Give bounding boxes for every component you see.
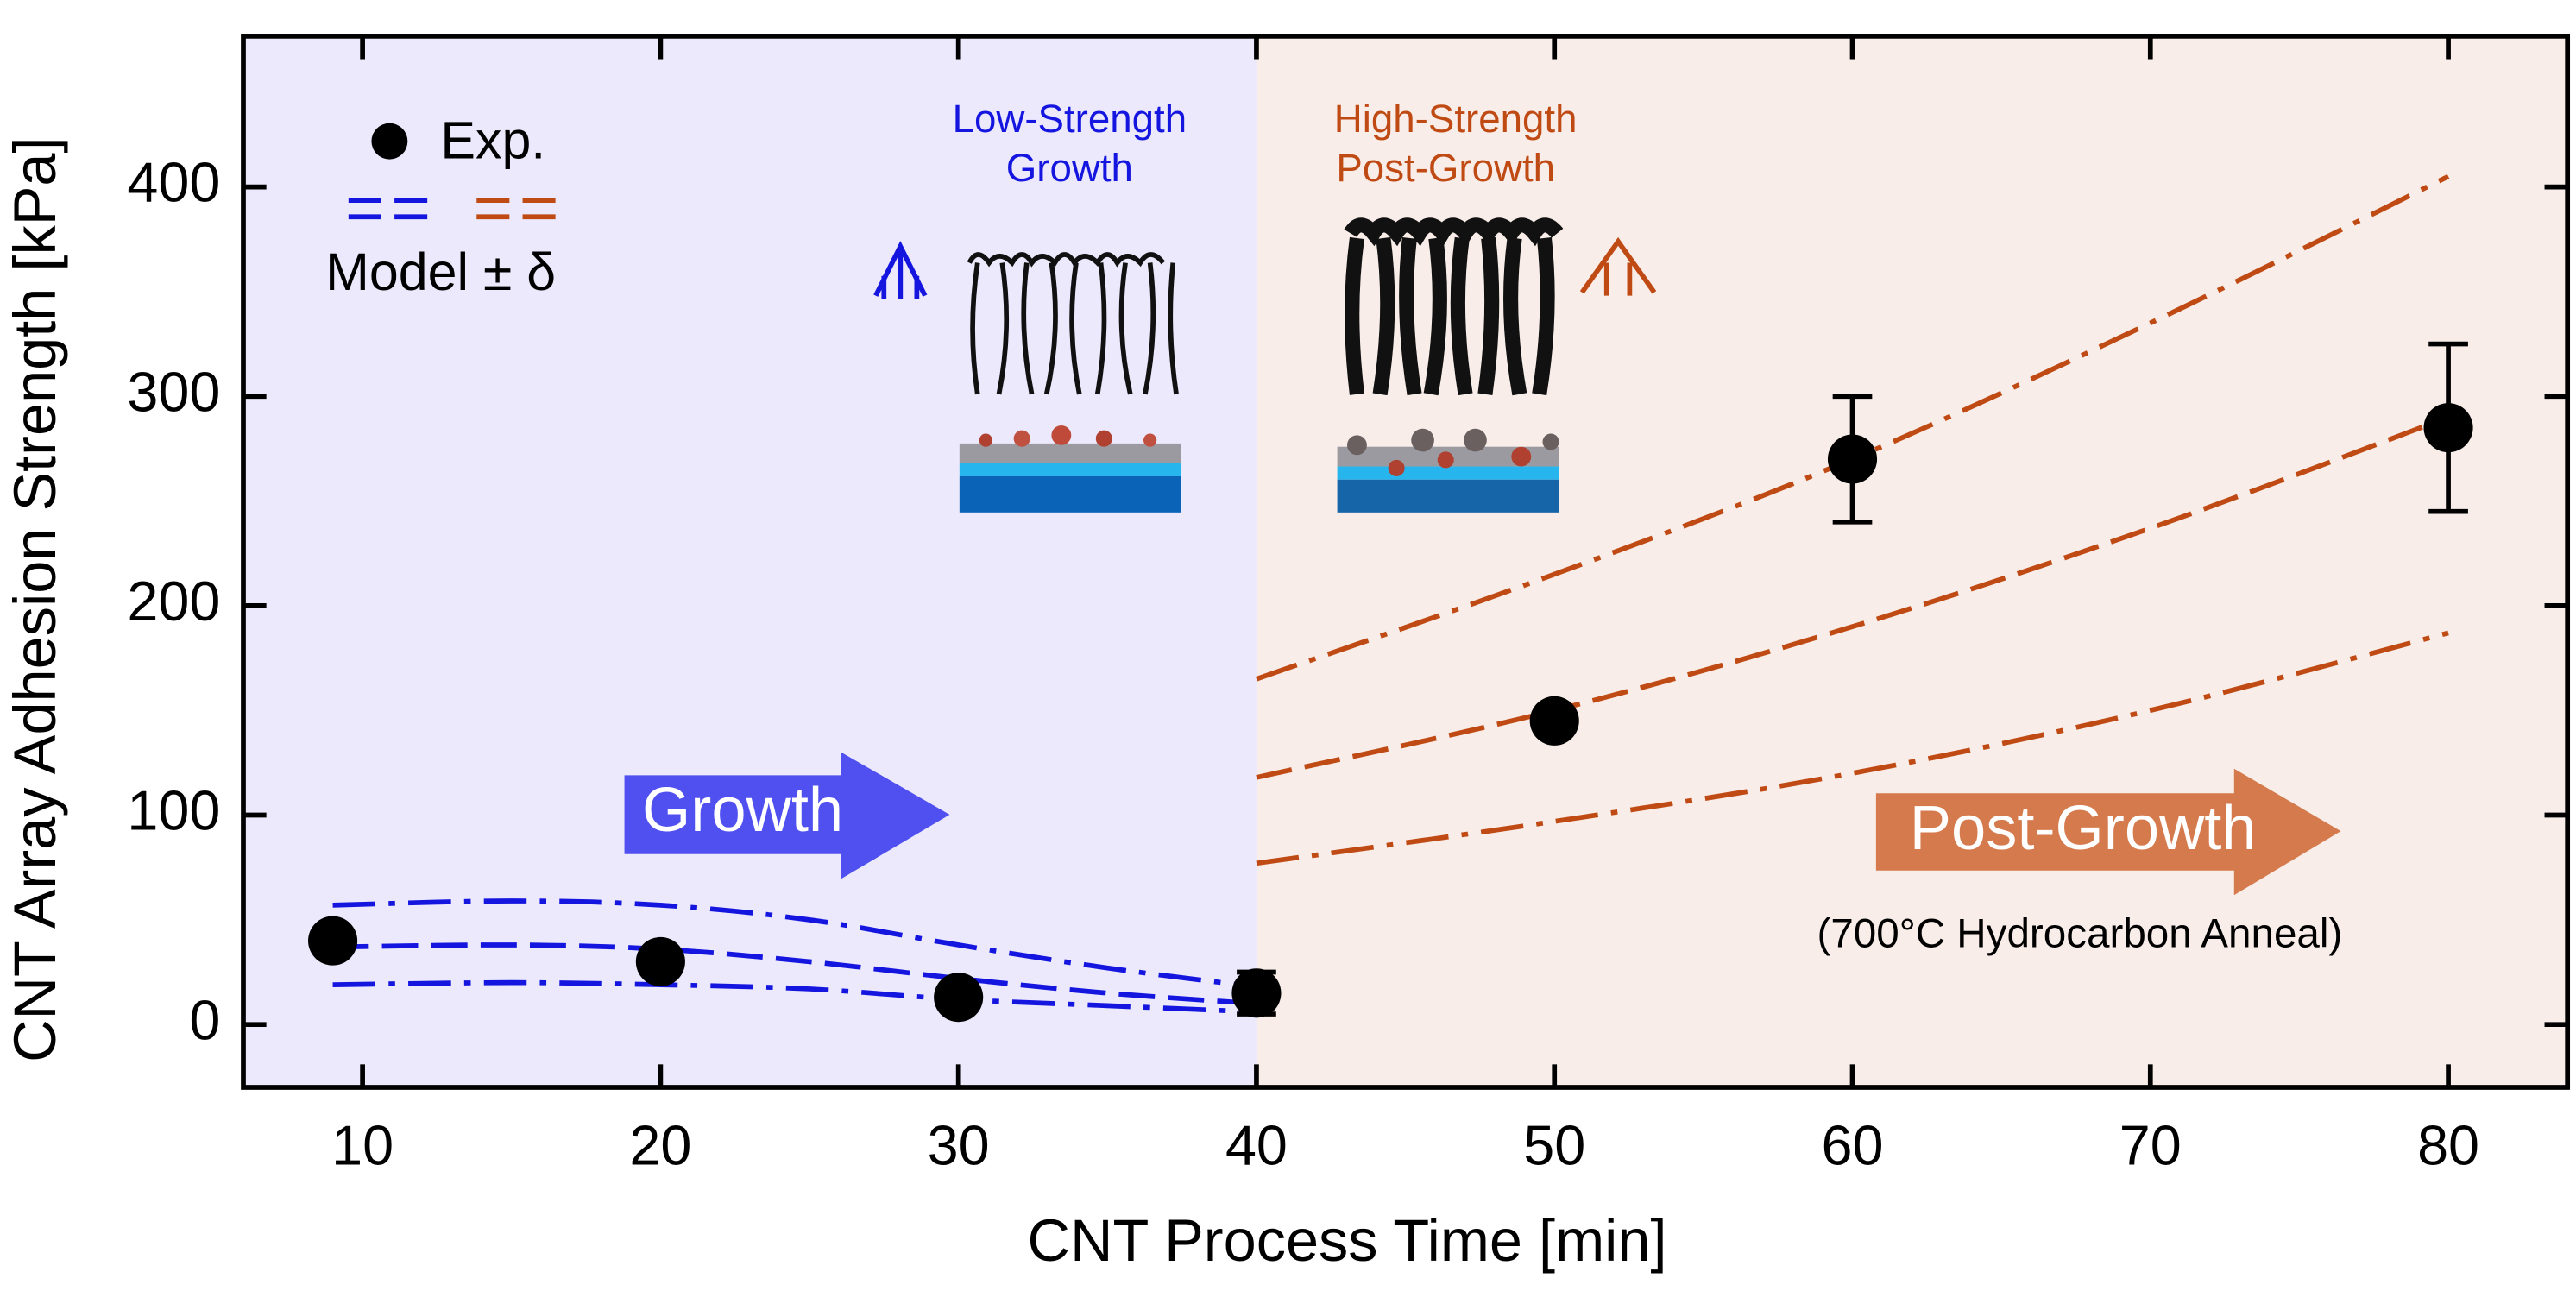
post-growth-arrow-label: Post-Growth [1910,794,2257,863]
y-tick-label: 400 [127,151,220,214]
x-tick-label: 40 [1225,1113,1288,1176]
data-point [635,936,685,986]
legend-lines [348,198,559,220]
y-tick-label: 0 [189,988,220,1051]
model-upper [332,898,1257,990]
y-axis-label: CNT Array Adhesion Strength [kPa] [2,136,68,1061]
model-lower [332,979,1257,1015]
x-tick-label: 50 [1523,1113,1585,1176]
y-tick-label: 100 [127,779,220,842]
data-point [308,916,358,966]
region [1256,35,2568,1087]
annotation: Growth [1006,146,1133,190]
plot-frame [241,34,2571,1090]
up-arrow-blue [873,241,928,299]
legend-label: Exp. [440,111,545,170]
up-arrow-orange [1579,236,1657,296]
x-tick-label: 30 [928,1113,990,1176]
cnt-illustration-low [967,252,1179,395]
annotation: Post-Growth [1336,146,1555,190]
cnt-illustration-high [1344,217,1564,396]
y-tick-label: 200 [127,570,220,633]
data-point [934,973,984,1023]
region [242,35,1257,1087]
anneal-note: (700°C Hydrocarbon Anneal) [1817,910,2342,956]
model-lower [1256,630,2449,866]
background-layer [242,35,2568,1087]
x-tick-label: 60 [1822,1113,1884,1176]
x-tick-label: 20 [629,1113,691,1176]
data-point [1529,696,1579,746]
legend-label: Model ± δ [325,242,556,301]
post-growth-arrow [1875,768,2341,896]
y-tick-label: 300 [127,360,220,423]
x-tick-label: 10 [331,1113,394,1176]
model-line [332,942,1257,1006]
substrate-high [1337,428,1559,513]
annotation: High-Strength [1334,97,1578,141]
annotation: Low-Strength [953,97,1187,141]
x-tick-label: 80 [2417,1113,2479,1176]
x-tick-label: 70 [2119,1113,2182,1176]
growth-arrow-label: Growth [642,776,843,845]
data-point [1231,968,1282,1018]
legend-marker [371,123,408,160]
data-point [1827,434,1878,484]
model-line [1256,414,2450,780]
growth-arrow [624,752,950,879]
substrate-low [959,425,1181,513]
data-point [2423,403,2473,453]
x-axis-label: CNT Process Time [min] [1028,1207,1667,1274]
